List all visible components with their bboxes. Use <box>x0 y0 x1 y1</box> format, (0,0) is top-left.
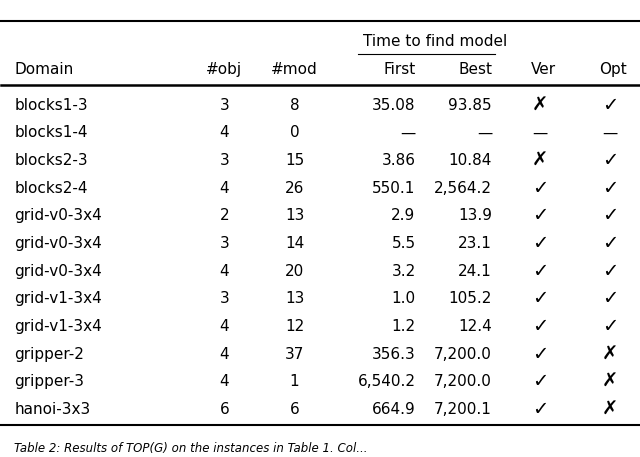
Text: Domain: Domain <box>14 63 74 77</box>
Text: 1.2: 1.2 <box>392 319 415 334</box>
Text: grid-v0-3x4: grid-v0-3x4 <box>14 236 102 251</box>
Text: 356.3: 356.3 <box>372 347 415 361</box>
Text: 7,200.0: 7,200.0 <box>434 374 492 389</box>
Text: 20: 20 <box>285 264 304 279</box>
Text: 2: 2 <box>220 208 229 223</box>
Text: 4: 4 <box>220 374 229 389</box>
Text: Ver: Ver <box>531 63 556 77</box>
Text: 4: 4 <box>220 347 229 361</box>
Text: ✓: ✓ <box>602 289 618 308</box>
Text: ✗: ✗ <box>532 96 548 115</box>
Text: First: First <box>383 63 415 77</box>
Text: 6,540.2: 6,540.2 <box>358 374 415 389</box>
Text: 13: 13 <box>285 208 304 223</box>
Text: 3.86: 3.86 <box>381 153 415 168</box>
Text: Opt: Opt <box>599 63 627 77</box>
Text: 13: 13 <box>285 292 304 306</box>
Text: 4: 4 <box>220 126 229 140</box>
Text: 6: 6 <box>220 402 229 417</box>
Text: Time to find model: Time to find model <box>363 34 507 49</box>
Text: 3: 3 <box>220 292 229 306</box>
Text: blocks1-4: blocks1-4 <box>14 126 88 140</box>
Text: ✓: ✓ <box>602 317 618 336</box>
Text: 24.1: 24.1 <box>458 264 492 279</box>
Text: 4: 4 <box>220 181 229 196</box>
Text: grid-v0-3x4: grid-v0-3x4 <box>14 264 102 279</box>
Text: 12.4: 12.4 <box>458 319 492 334</box>
Text: ✓: ✓ <box>602 207 618 225</box>
Text: grid-v1-3x4: grid-v1-3x4 <box>14 319 102 334</box>
Text: 2.9: 2.9 <box>391 208 415 223</box>
Text: 10.84: 10.84 <box>449 153 492 168</box>
Text: blocks1-3: blocks1-3 <box>14 98 88 113</box>
Text: Table 2: Results of TOP(G) on the instances in Table 1. Col...: Table 2: Results of TOP(G) on the instan… <box>14 442 367 455</box>
Text: hanoi-3x3: hanoi-3x3 <box>14 402 90 417</box>
Text: ✓: ✓ <box>602 262 618 281</box>
Text: ✓: ✓ <box>532 317 548 336</box>
Text: gripper-2: gripper-2 <box>14 347 84 361</box>
Text: 26: 26 <box>285 181 304 196</box>
Text: 15: 15 <box>285 153 304 168</box>
Text: blocks2-4: blocks2-4 <box>14 181 88 196</box>
Text: —: — <box>532 126 547 140</box>
Text: 5.5: 5.5 <box>392 236 415 251</box>
Text: grid-v1-3x4: grid-v1-3x4 <box>14 292 102 306</box>
Text: grid-v0-3x4: grid-v0-3x4 <box>14 208 102 223</box>
Text: ✗: ✗ <box>602 372 618 391</box>
Text: ✓: ✓ <box>602 96 618 115</box>
Text: 3.2: 3.2 <box>391 264 415 279</box>
Text: 35.08: 35.08 <box>372 98 415 113</box>
Text: 23.1: 23.1 <box>458 236 492 251</box>
Text: 2,564.2: 2,564.2 <box>434 181 492 196</box>
Text: 7,200.0: 7,200.0 <box>434 347 492 361</box>
Text: 12: 12 <box>285 319 304 334</box>
Text: 4: 4 <box>220 264 229 279</box>
Text: 3: 3 <box>220 153 229 168</box>
Text: ✓: ✓ <box>532 207 548 225</box>
Text: 4: 4 <box>220 319 229 334</box>
Text: 3: 3 <box>220 236 229 251</box>
Text: ✓: ✓ <box>532 289 548 308</box>
Text: ✓: ✓ <box>532 372 548 391</box>
Text: 93.85: 93.85 <box>449 98 492 113</box>
Text: ✓: ✓ <box>532 400 548 419</box>
Text: 105.2: 105.2 <box>449 292 492 306</box>
Text: ✗: ✗ <box>602 345 618 364</box>
Text: ✗: ✗ <box>532 151 548 170</box>
Text: 8: 8 <box>290 98 300 113</box>
Text: 14: 14 <box>285 236 304 251</box>
Text: ✓: ✓ <box>532 262 548 281</box>
Text: 13.9: 13.9 <box>458 208 492 223</box>
Text: ✓: ✓ <box>602 151 618 170</box>
Text: ✓: ✓ <box>602 234 618 253</box>
Text: 7,200.1: 7,200.1 <box>434 402 492 417</box>
Text: #mod: #mod <box>271 63 318 77</box>
Text: 3: 3 <box>220 98 229 113</box>
Text: —: — <box>401 126 415 140</box>
Text: 550.1: 550.1 <box>372 181 415 196</box>
Text: ✓: ✓ <box>532 345 548 364</box>
Text: 1.0: 1.0 <box>392 292 415 306</box>
Text: gripper-3: gripper-3 <box>14 374 84 389</box>
Text: 1: 1 <box>290 374 300 389</box>
Text: —: — <box>602 126 618 140</box>
Text: 664.9: 664.9 <box>372 402 415 417</box>
Text: blocks2-3: blocks2-3 <box>14 153 88 168</box>
Text: 0: 0 <box>290 126 300 140</box>
Text: ✗: ✗ <box>602 400 618 419</box>
Text: 6: 6 <box>290 402 300 417</box>
Text: Best: Best <box>458 63 492 77</box>
Text: ✓: ✓ <box>602 179 618 198</box>
Text: 37: 37 <box>285 347 304 361</box>
Text: ✓: ✓ <box>532 234 548 253</box>
Text: #obj: #obj <box>206 63 243 77</box>
Text: ✓: ✓ <box>532 179 548 198</box>
Text: —: — <box>477 126 492 140</box>
